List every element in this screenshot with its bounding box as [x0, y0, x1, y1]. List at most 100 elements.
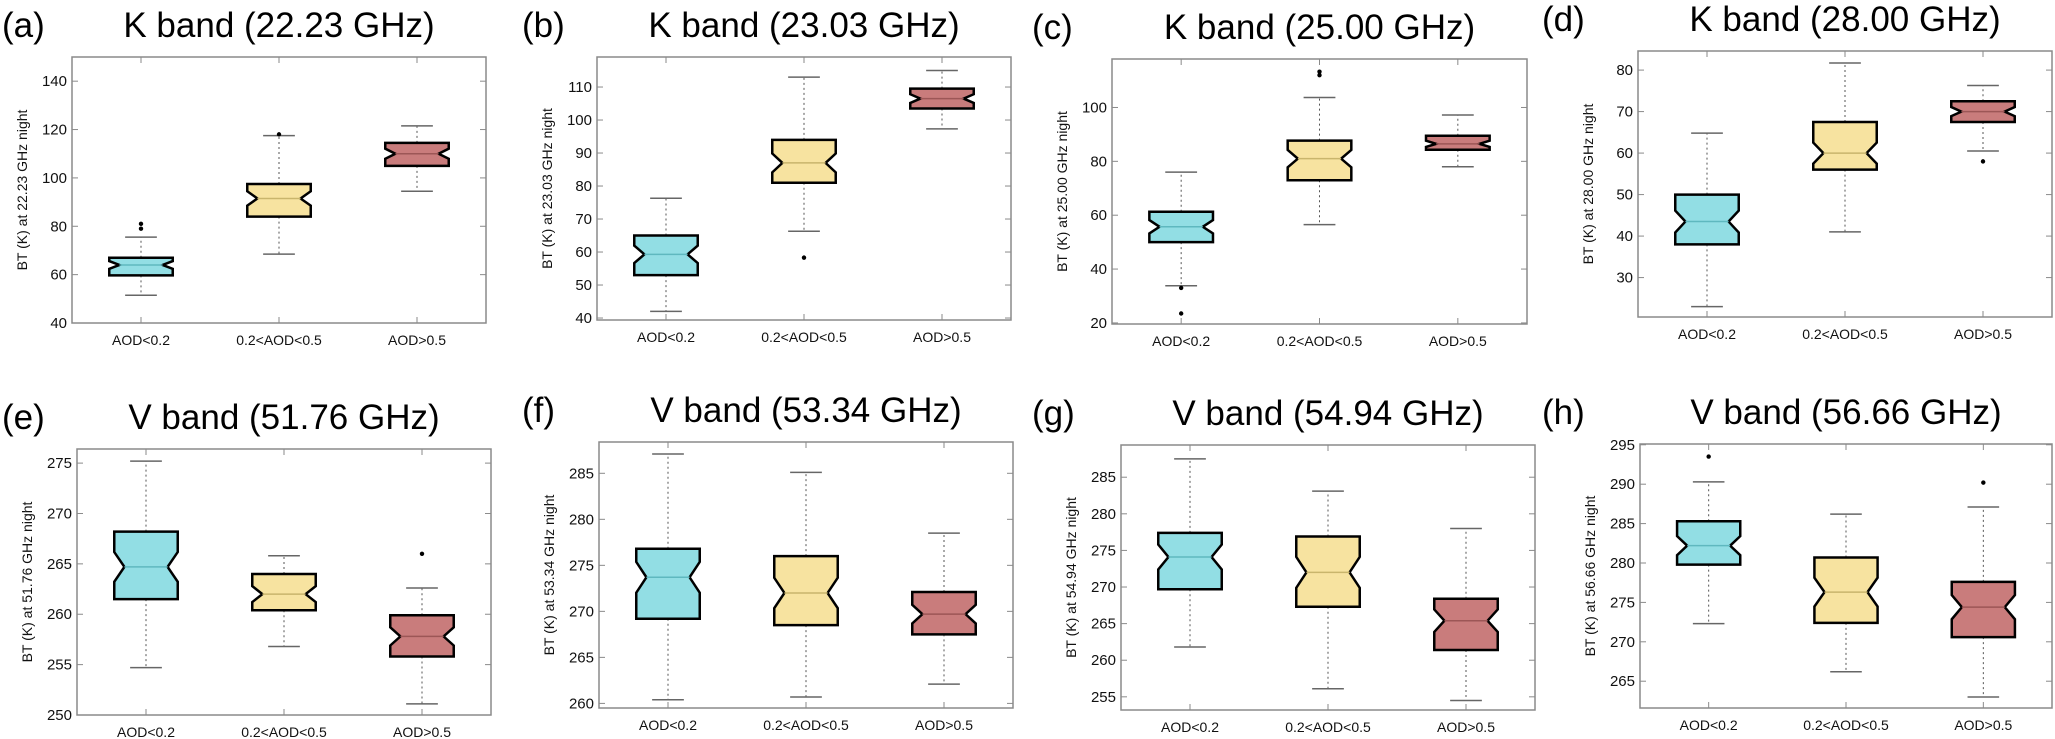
x-tick-label: AOD>0.5 — [1954, 326, 2012, 342]
y-axis-label: BT (K) at 25.00 GHz night — [1054, 111, 1070, 272]
y-tick-label: 270 — [47, 505, 72, 522]
box-mid — [1295, 490, 1361, 690]
y-tick-label: 60 — [1616, 145, 1633, 162]
box-mid — [1813, 513, 1879, 673]
y-tick-label: 40 — [1090, 261, 1107, 278]
box-mid — [1812, 62, 1878, 233]
panel-label: (a) — [2, 6, 45, 45]
y-tick-label: 265 — [1091, 616, 1116, 633]
x-tick-label: AOD<0.2 — [1678, 326, 1736, 342]
y-tick-label: 120 — [42, 122, 67, 139]
panel-label: (d) — [1542, 0, 1585, 39]
box-low — [1148, 171, 1215, 316]
y-tick-label: 80 — [575, 178, 592, 195]
y-tick-label: 40 — [575, 310, 592, 327]
y-tick-label: 100 — [567, 112, 592, 129]
y-axis-label: BT (K) at 22.23 GHz night — [14, 109, 30, 270]
x-tick-label: AOD>0.5 — [1437, 719, 1495, 735]
y-tick-label: 250 — [47, 707, 72, 724]
y-tick-label: 265 — [1610, 673, 1635, 690]
outlier-point — [1981, 480, 1986, 485]
box-low — [113, 460, 179, 669]
box-low — [108, 221, 174, 296]
box-mid — [251, 555, 317, 648]
outlier-point — [1317, 69, 1322, 74]
y-axis-label: BT (K) at 23.03 GHz night — [539, 108, 555, 269]
x-tick-label: 0.2<AOD<0.5 — [763, 717, 849, 733]
box-high — [1950, 84, 2016, 164]
panel-label: (e) — [2, 398, 45, 437]
x-tick-label: 0.2<AOD<0.5 — [241, 724, 327, 739]
panel-title: V band (53.34 GHz) — [650, 391, 961, 430]
panel-g: (g) V band (54.94 GHz) 255 260 265 270 275 280 2… — [1032, 394, 1536, 735]
box-high — [1433, 527, 1499, 702]
panel-e: (e) V band (51.76 GHz) 250 255 260 265 270 275 B… — [2, 398, 492, 739]
y-tick-label: 285 — [1091, 469, 1116, 486]
x-tick-label: 0.2<AOD<0.5 — [761, 329, 847, 345]
x-tick-label: 0.2<AOD<0.5 — [1277, 333, 1363, 349]
notched-box — [1950, 580, 2017, 639]
y-tick-label: 100 — [1082, 99, 1107, 116]
y-tick-label: 40 — [50, 315, 67, 332]
panel-c: (c) K band (25.00 GHz) 20 40 60 80 100 BT (K) a… — [1032, 8, 1528, 349]
y-tick-label: 60 — [50, 267, 67, 284]
x-tick-label: AOD<0.2 — [1152, 333, 1210, 349]
x-tick-label: AOD>0.5 — [1954, 717, 2012, 733]
y-tick-label: 90 — [575, 145, 592, 162]
x-tick-label: AOD>0.5 — [1429, 333, 1487, 349]
box-low — [1157, 458, 1223, 648]
box-high — [389, 551, 455, 705]
y-tick-label: 80 — [1090, 153, 1107, 170]
outlier-point — [1178, 285, 1184, 291]
notched-box — [1433, 597, 1499, 652]
panel-title: K band (25.00 GHz) — [1164, 8, 1475, 47]
y-tick-label: 265 — [47, 556, 72, 573]
notched-box — [108, 256, 174, 277]
panel-a: (a) K band (22.23 GHz) 40 60 80 100 120 140 BT (… — [2, 6, 487, 348]
y-tick-label: 275 — [1610, 594, 1635, 611]
y-axis-label: BT (K) at 28.00 GHz night — [1580, 103, 1596, 264]
notched-box — [113, 530, 179, 601]
y-tick-label: 70 — [1616, 104, 1633, 121]
notched-box — [1286, 139, 1353, 182]
outlier-point — [138, 221, 144, 227]
y-tick-label: 285 — [1610, 516, 1635, 533]
notched-box — [1675, 519, 1742, 566]
notched-box — [911, 590, 977, 636]
outlier-point — [1178, 311, 1184, 316]
y-tick-label: 140 — [42, 73, 67, 90]
y-tick-label: 110 — [568, 79, 592, 96]
y-axis-label: BT (K) at 51.76 GHz night — [19, 501, 35, 662]
y-tick-label: 60 — [1090, 207, 1107, 224]
notched-box — [771, 138, 837, 184]
y-tick-label: 275 — [1091, 542, 1116, 559]
x-tick-label: 0.2<AOD<0.5 — [1285, 719, 1371, 735]
box-mid — [771, 76, 837, 260]
notched-box — [1157, 531, 1223, 591]
panel-title: K band (23.03 GHz) — [648, 6, 959, 45]
x-tick-label: AOD>0.5 — [913, 329, 971, 345]
notched-box — [1812, 120, 1878, 171]
y-tick-label: 285 — [569, 465, 594, 482]
notched-box — [251, 572, 317, 612]
y-tick-label: 100 — [42, 170, 67, 187]
outlier-point — [138, 226, 144, 231]
x-tick-label: AOD<0.2 — [112, 332, 170, 348]
box-high — [1950, 480, 2017, 698]
panel-label: (f) — [522, 391, 555, 430]
panel-label: (h) — [1542, 393, 1585, 432]
box-low — [633, 197, 699, 313]
x-tick-label: AOD<0.2 — [637, 329, 695, 345]
box-low — [635, 453, 701, 701]
box-mid — [246, 132, 312, 255]
y-axis-label: BT (K) at 54.94 GHz night — [1063, 497, 1079, 658]
y-tick-label: 270 — [1610, 634, 1635, 651]
y-axis-label: BT (K) at 56.66 GHz night — [1582, 495, 1598, 656]
notched-box — [1674, 193, 1740, 246]
outlier-point — [419, 551, 425, 556]
panel-b: (b) K band (23.03 GHz) 40 50 60 70 80 90 100 110 B… — [522, 6, 1012, 345]
outlier-point — [801, 255, 807, 260]
y-tick-label: 20 — [1090, 315, 1107, 332]
panel-title: V band (56.66 GHz) — [1690, 393, 2001, 432]
